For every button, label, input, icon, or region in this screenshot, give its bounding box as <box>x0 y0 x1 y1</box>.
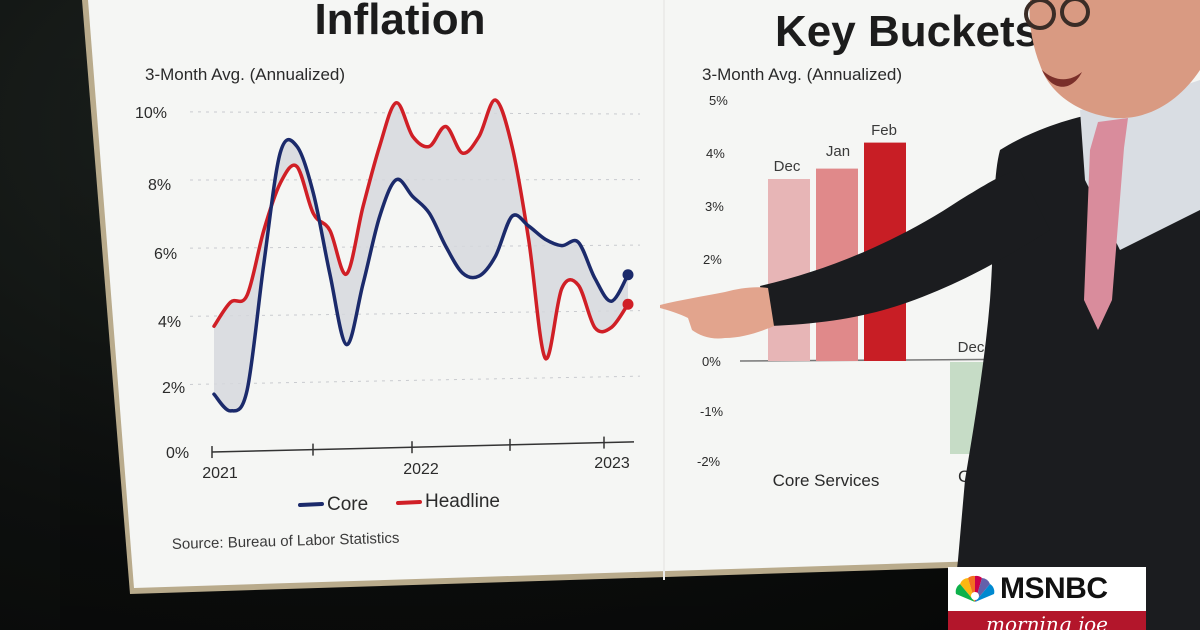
bar-label: Jan <box>826 143 850 160</box>
y-tick-label: 8% <box>148 177 171 194</box>
y-tick-label: 0% <box>702 354 721 369</box>
y-axis: 5% 4% 3% 2% 0% -1% -2% <box>697 93 728 469</box>
chart-title: Key Buckets <box>775 7 1039 56</box>
y-tick-label: 5% <box>709 93 728 108</box>
legend: Core Headline <box>298 491 500 515</box>
pointing-arm <box>760 170 1050 326</box>
y-axis: 10% 8% 6% 4% 2% 0% <box>135 105 189 462</box>
logo-top: MSNBC <box>948 567 1146 611</box>
series-line-core <box>212 137 630 413</box>
x-tick-label: 2021 <box>202 465 238 482</box>
presenter <box>660 0 1200 630</box>
y-tick-label: 2% <box>162 380 185 397</box>
y-tick-label: 2% <box>703 252 722 267</box>
series-line-headline <box>212 98 630 361</box>
bar-label: Dec <box>774 158 801 175</box>
glasses-right-lens <box>1060 0 1090 27</box>
legend-swatch-headline <box>396 500 422 505</box>
gridline <box>189 375 641 385</box>
show-name-logo: morning joe <box>948 611 1146 630</box>
y-tick-label: 4% <box>706 146 725 161</box>
series-point-core-end <box>622 269 634 281</box>
y-tick-label: 10% <box>135 105 167 122</box>
series-gap-band <box>214 100 628 411</box>
y-tick-label: 6% <box>154 246 177 263</box>
y-tick-label: 3% <box>705 199 724 214</box>
gridline <box>189 111 641 115</box>
logo-wordmark: MSNBC <box>1000 572 1108 605</box>
plot-area <box>212 98 634 413</box>
bar-label: Feb <box>871 122 897 139</box>
x-tick-label: 2022 <box>403 461 439 478</box>
chart-subtitle: 3-Month Avg. (Annualized) <box>702 65 902 84</box>
partial-bar-label: Dec <box>958 339 985 356</box>
inflation-chart: Inflation 3-Month Avg. (Annualized) 10% … <box>135 0 641 553</box>
mouth <box>1042 70 1082 87</box>
x-axis <box>211 436 635 459</box>
gridline <box>189 244 641 249</box>
tie <box>1084 118 1128 330</box>
gridline <box>189 310 641 317</box>
peacock-icon <box>955 575 995 602</box>
chart-title: Inflation <box>314 0 485 44</box>
screen-panel <box>88 0 1200 588</box>
series-point-headline-end <box>622 298 634 310</box>
chart-subtitle: 3-Month Avg. (Annualized) <box>145 65 345 84</box>
head <box>1029 0 1200 119</box>
bars <box>768 142 906 361</box>
legend-label-core: Core <box>327 494 368 515</box>
y-tick-label: 4% <box>158 314 181 331</box>
x-axis-line <box>211 441 635 453</box>
x-tick-label: 2023 <box>594 455 630 472</box>
y-tick-label: 0% <box>166 445 189 462</box>
bar-dec <box>768 179 810 361</box>
category-label: Core Services <box>773 471 880 490</box>
legend-swatch-core <box>298 502 324 507</box>
legend-label-headline: Headline <box>425 491 500 512</box>
glasses <box>1024 0 1056 30</box>
hand <box>660 287 774 339</box>
source-note: Source: Bureau of Labor Statistics <box>172 530 400 553</box>
y-tick-label: -1% <box>700 404 724 419</box>
y-tick-label: -2% <box>697 454 721 469</box>
msnbc-logo: MSNBC morning joe <box>948 567 1146 630</box>
